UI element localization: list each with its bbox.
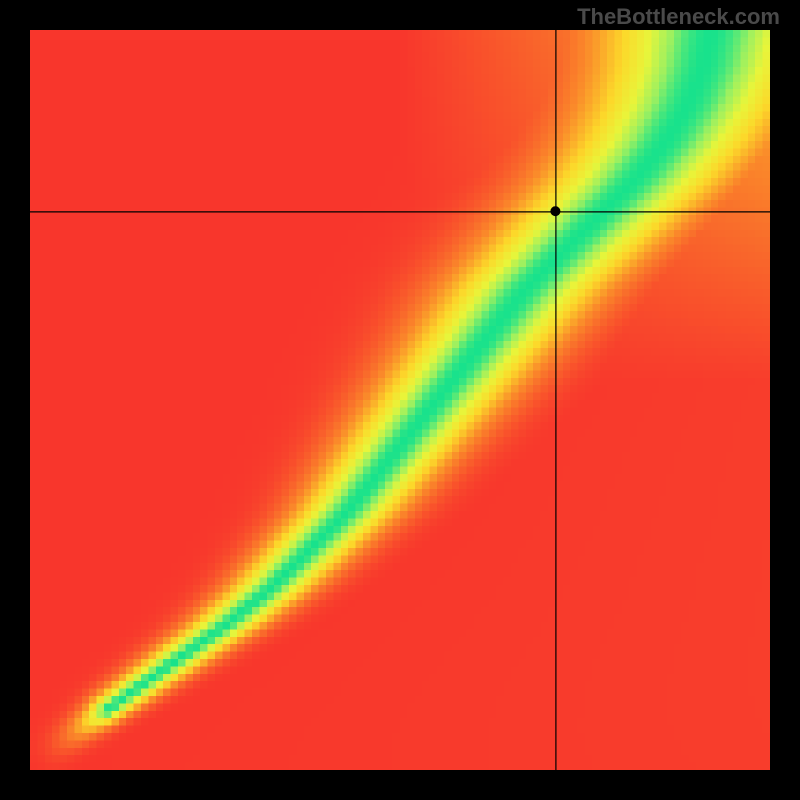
watermark-text: TheBottleneck.com <box>577 4 780 30</box>
plot-area <box>30 30 770 770</box>
chart-container: TheBottleneck.com <box>0 0 800 800</box>
overlay-canvas <box>30 30 770 770</box>
